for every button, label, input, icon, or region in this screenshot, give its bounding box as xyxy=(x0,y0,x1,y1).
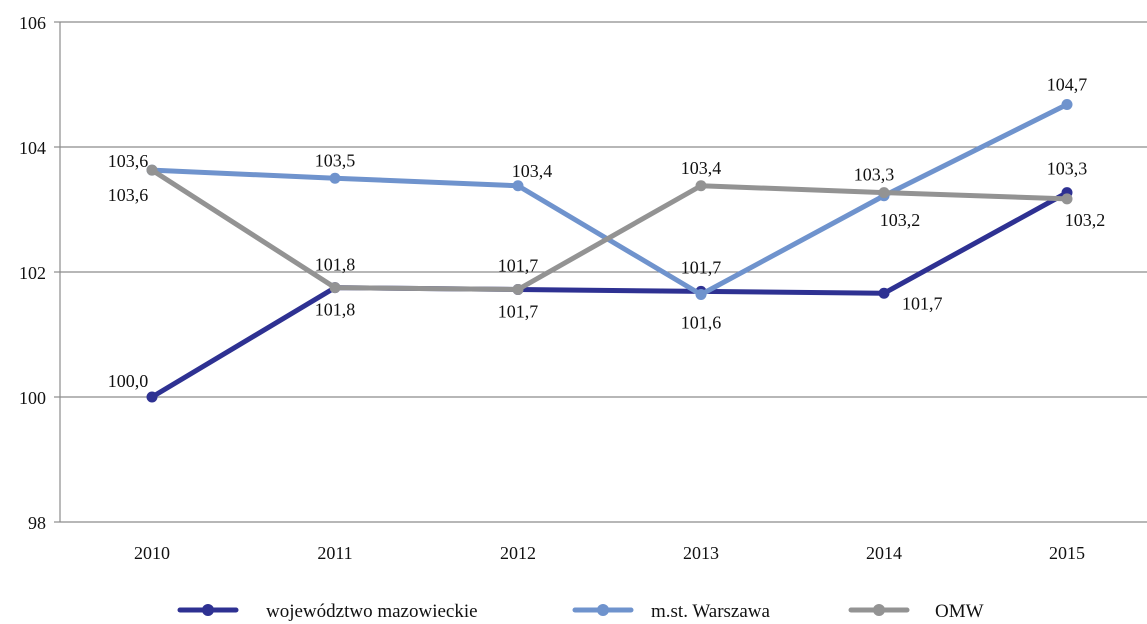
y-tick-label: 100 xyxy=(19,388,46,408)
legend: województwo mazowieckie m.st. Warszawa OMW xyxy=(177,601,984,622)
data-label: 103,5 xyxy=(315,150,356,170)
x-tick-label: 2013 xyxy=(683,543,719,563)
x-tick-label: 2011 xyxy=(317,543,352,563)
data-label: 101,7 xyxy=(902,293,943,313)
data-label: 101,7 xyxy=(498,256,539,276)
legend-label: województwo mazowieckie xyxy=(266,601,478,622)
axes: 98 100 102 104 106 2010 2011 2012 2013 2014 2015 xyxy=(19,13,1085,563)
data-label: 103,3 xyxy=(854,165,895,185)
data-point xyxy=(146,391,158,403)
data-label: 101,6 xyxy=(681,313,722,333)
data-point xyxy=(329,172,341,184)
legend-swatch-point xyxy=(597,604,609,616)
data-label: 104,7 xyxy=(1047,75,1088,95)
x-tick-label: 2010 xyxy=(134,543,170,563)
legend-swatch-point xyxy=(873,604,885,616)
data-point xyxy=(146,164,158,176)
data-point xyxy=(695,180,707,192)
data-label: 103,4 xyxy=(681,158,722,178)
y-tick-label: 106 xyxy=(19,13,46,33)
data-label: 103,6 xyxy=(108,151,149,171)
legend-item-1: m.st. Warszawa xyxy=(572,601,771,622)
data-label: 101,7 xyxy=(681,257,722,277)
data-label: 103,2 xyxy=(1065,210,1106,230)
legend-item-2: OMW xyxy=(848,601,984,622)
data-point xyxy=(1061,99,1073,110)
data-point xyxy=(512,180,524,192)
series-layer xyxy=(146,99,1073,403)
data-label: 103,6 xyxy=(108,185,149,205)
data-label: 103,4 xyxy=(512,161,553,181)
legend-item-0: województwo mazowieckie xyxy=(177,601,478,622)
data-label: 103,2 xyxy=(880,210,921,230)
data-point xyxy=(1061,193,1073,205)
data-point xyxy=(695,289,707,300)
data-label: 103,3 xyxy=(1047,159,1088,179)
data-point xyxy=(878,287,890,299)
series-line xyxy=(149,190,1070,400)
data-label: 100,0 xyxy=(108,371,149,391)
data-point xyxy=(878,187,890,199)
legend-label: OMW xyxy=(935,601,984,622)
data-labels: 100,0 101,8 101,7 101,7 101,7 103,3 103,6 103,5… xyxy=(108,75,1106,392)
x-tick-label: 2015 xyxy=(1049,543,1085,563)
series-line xyxy=(149,167,1070,292)
data-label: 101,8 xyxy=(315,255,356,275)
x-tick-label: 2012 xyxy=(500,543,536,563)
legend-swatch-point xyxy=(202,604,214,616)
data-label: 101,7 xyxy=(498,302,539,322)
legend-label: m.st. Warszawa xyxy=(651,601,771,622)
y-tick-label: 98 xyxy=(28,513,46,533)
y-tick-label: 102 xyxy=(19,263,46,283)
y-tick-label: 104 xyxy=(19,138,46,158)
series-1 xyxy=(146,99,1073,300)
series-2 xyxy=(146,164,1073,295)
data-point xyxy=(512,284,524,295)
x-tick-label: 2014 xyxy=(866,543,902,563)
data-point xyxy=(329,282,341,294)
grid xyxy=(60,21,1147,523)
data-label: 101,8 xyxy=(315,300,356,320)
